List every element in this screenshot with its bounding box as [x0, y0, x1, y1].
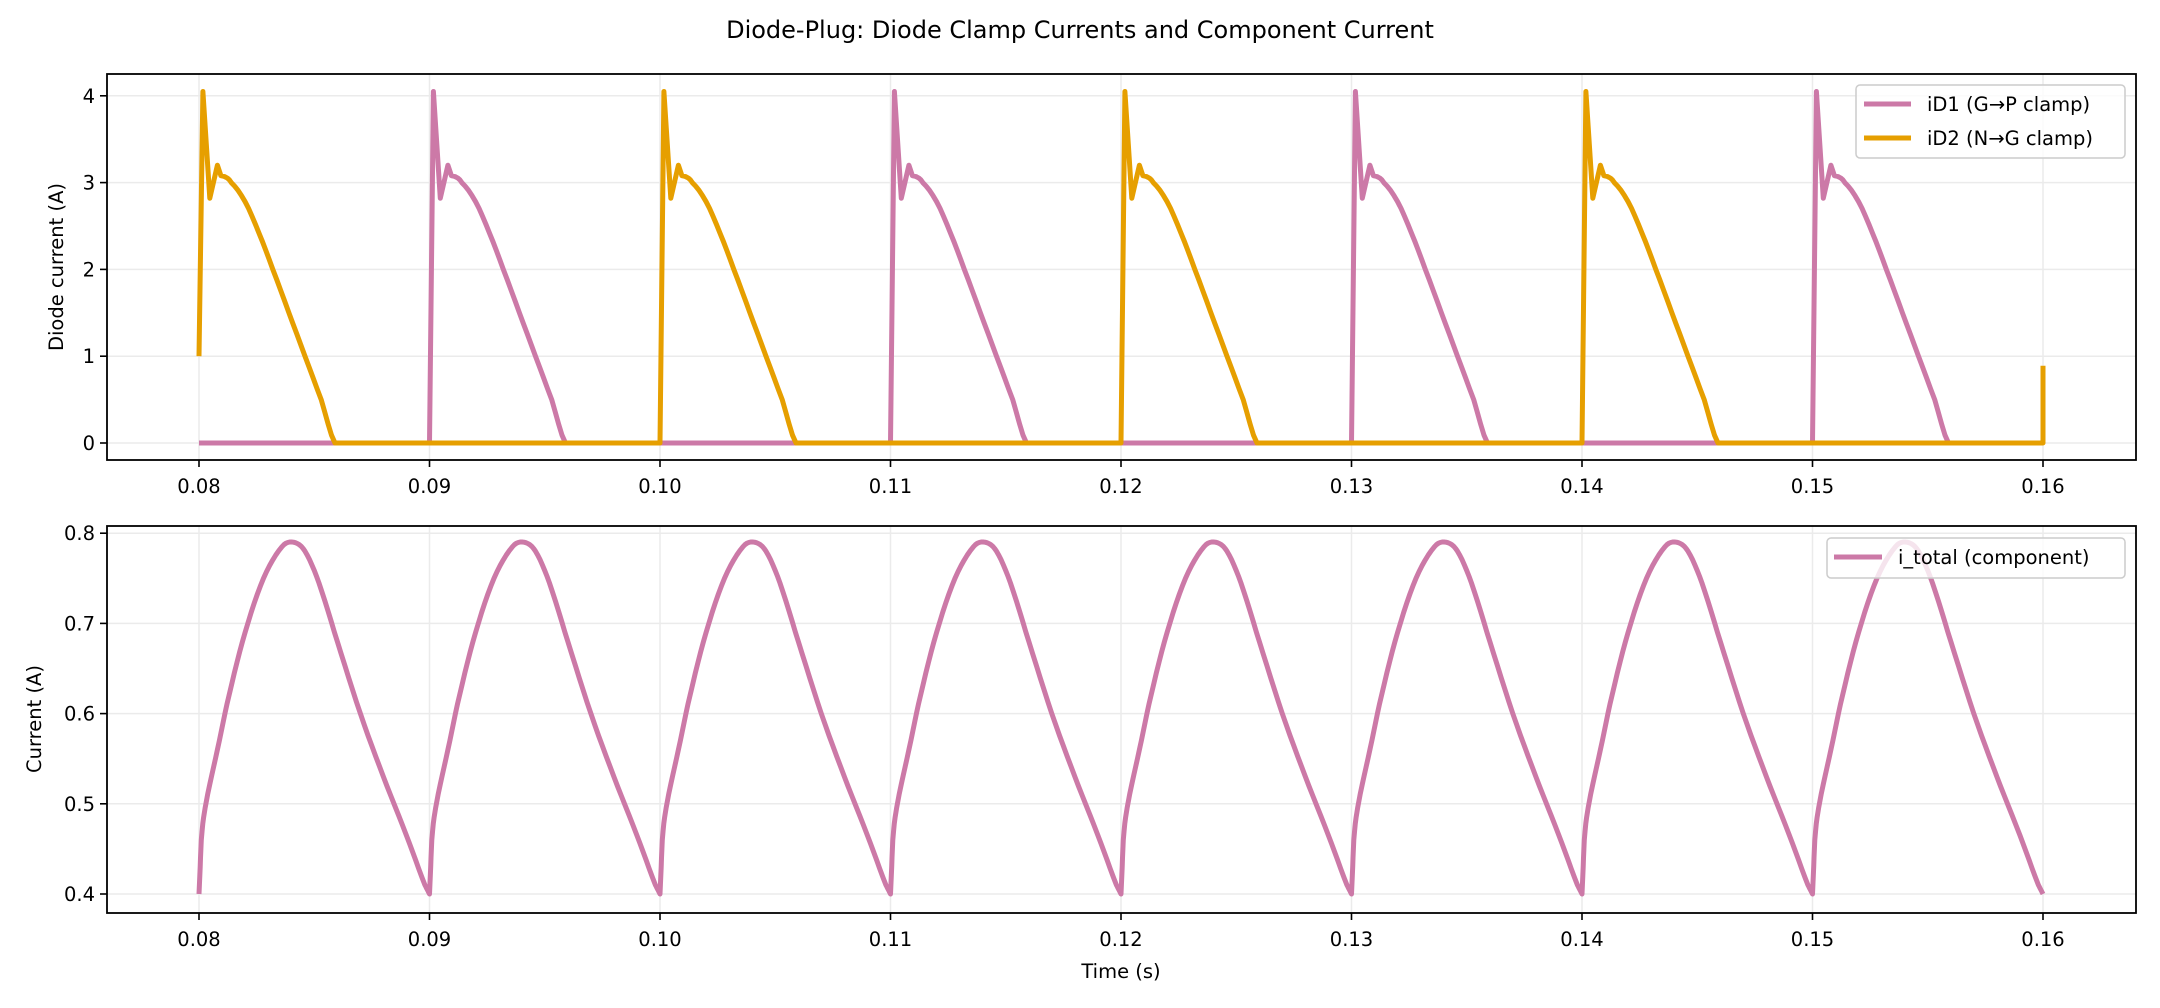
- x-tick-label: 0.10: [638, 928, 681, 951]
- diode-current-axes: 0.08 0.09 0.10 0.11 0.12 0.13 0.14 0.15 0.16 0 1 2…: [45, 73, 2137, 498]
- legend-label-id1: iD1 (G→P clamp): [1927, 93, 2090, 116]
- x-tick-label: 0.09: [408, 928, 451, 951]
- x-ticks: 0.08 0.09 0.10 0.11 0.12 0.13 0.14 0.15 0.16: [177, 913, 2065, 951]
- x-axis-label: Time (s): [1080, 960, 1160, 983]
- y-tick-label: 0.4: [64, 883, 95, 906]
- legend-label-i-total: i_total (component): [1898, 546, 2090, 569]
- x-tick-label: 0.14: [1560, 475, 1603, 498]
- series-line-id2: [196, 89, 2046, 446]
- x-tick-label: 0.15: [1791, 928, 1834, 951]
- legend-box: [1855, 84, 2126, 159]
- x-tick-label: 0.16: [2021, 928, 2064, 951]
- y-tick-label: 0.6: [64, 703, 95, 726]
- legend: iD1 (G→P clamp) iD2 (N→G clamp): [1855, 84, 2126, 159]
- x-tick-label: 0.11: [869, 928, 912, 951]
- x-tick-label: 0.12: [1099, 475, 1142, 498]
- y-tick-label: 1: [83, 345, 95, 368]
- plot-lines: [196, 89, 2046, 446]
- x-tick-label: 0.13: [1330, 475, 1373, 498]
- y-axis-label: Current (A): [23, 665, 46, 773]
- y-tick-label: 0.7: [64, 612, 95, 635]
- series-line-i-total: [196, 539, 2046, 897]
- y-tick-label: 2: [83, 258, 95, 281]
- x-tick-label: 0.14: [1560, 928, 1603, 951]
- legend: i_total (component): [1826, 537, 2126, 579]
- x-ticks: 0.08 0.09 0.10 0.11 0.12 0.13 0.14 0.15 0.16: [177, 460, 2065, 498]
- legend-box: [1826, 537, 2126, 579]
- component-current-axes: 0.08 0.09 0.10 0.11 0.12 0.13 0.14 0.15 0.16 0.4…: [23, 522, 2137, 983]
- y-tick-label: 3: [83, 172, 95, 195]
- x-tick-label: 0.08: [177, 928, 220, 951]
- legend-label-id2: iD2 (N→G clamp): [1927, 127, 2093, 150]
- x-tick-label: 0.08: [177, 475, 220, 498]
- y-tick-label: 0: [83, 432, 95, 455]
- x-tick-label: 0.13: [1330, 928, 1373, 951]
- figure-title: Diode-Plug: Diode Clamp Currents and Com…: [726, 16, 1434, 44]
- y-tick-label: 4: [83, 85, 95, 108]
- x-tick-label: 0.09: [408, 475, 451, 498]
- y-ticks: 0.4 0.5 0.6 0.7 0.8: [64, 522, 107, 906]
- x-tick-label: 0.11: [869, 475, 912, 498]
- y-axis-label: Diode current (A): [45, 183, 68, 351]
- x-tick-label: 0.15: [1791, 475, 1834, 498]
- x-tick-label: 0.12: [1099, 928, 1142, 951]
- y-ticks: 0 1 2 3 4: [83, 85, 107, 455]
- x-tick-label: 0.16: [2021, 475, 2064, 498]
- y-tick-label: 0.8: [64, 522, 95, 545]
- y-tick-label: 0.5: [64, 793, 95, 816]
- x-tick-label: 0.10: [638, 475, 681, 498]
- plot-lines: [196, 539, 2046, 897]
- series-line-id1: [199, 89, 2043, 446]
